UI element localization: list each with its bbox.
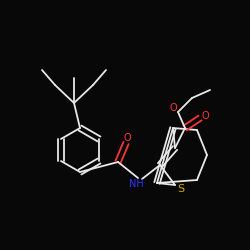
Text: O: O [169,103,177,113]
Text: O: O [201,111,209,121]
Text: O: O [123,133,131,143]
Text: S: S [178,184,184,194]
Text: NH: NH [128,179,144,189]
